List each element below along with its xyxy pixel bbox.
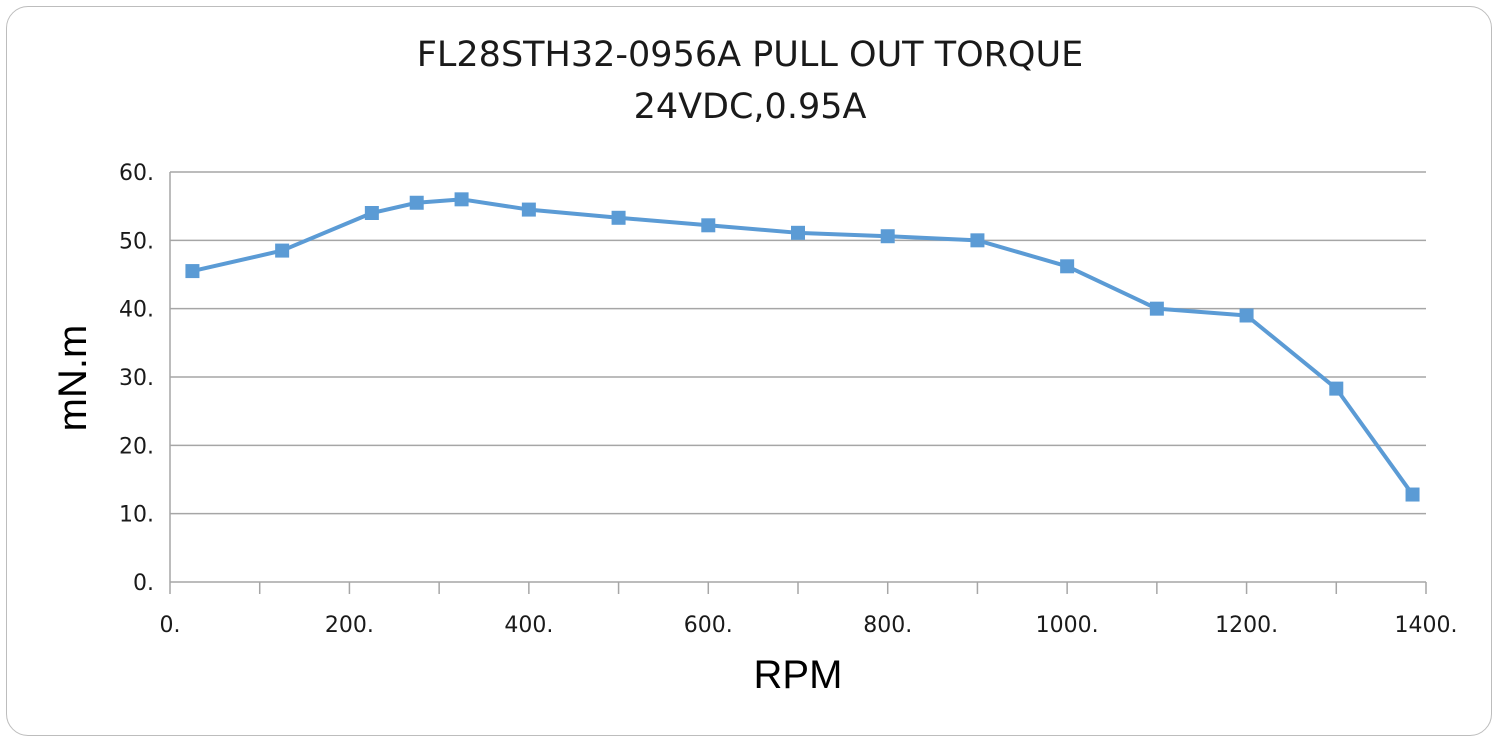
axes xyxy=(169,172,1427,594)
chart-subtitle: 24VDC,0.95A xyxy=(633,87,867,127)
data-point-marker xyxy=(970,233,985,248)
data-point-marker xyxy=(1060,259,1075,274)
chart-title: FL28STH32-0956A PULL OUT TORQUE xyxy=(416,35,1084,75)
data-point-marker xyxy=(409,195,424,210)
y-axis-title: mN.m xyxy=(51,325,95,432)
data-point-marker xyxy=(275,243,290,258)
y-tick-label: 10. xyxy=(119,503,154,528)
y-tick-label: 60. xyxy=(119,161,154,186)
x-tick-label: 200. xyxy=(325,613,374,638)
gridlines xyxy=(170,171,1426,515)
data-point-marker xyxy=(1149,301,1164,316)
x-axis-title: RPM xyxy=(754,653,843,697)
chart-frame xyxy=(6,6,1492,736)
y-tick-label: 50. xyxy=(119,229,154,254)
x-tick-label: 0. xyxy=(160,613,181,638)
data-point-marker xyxy=(521,202,536,217)
tick-labels: 0. 10. 20. 30. 40. 50. 60. 0. 200. 400. 600. 800. 10… xyxy=(119,161,1457,638)
x-tick-label: 1000. xyxy=(1036,613,1099,638)
y-tick-label: 0. xyxy=(133,571,154,596)
data-point-marker xyxy=(1329,381,1344,396)
x-tick-label: 1400. xyxy=(1395,613,1458,638)
data-point-marker xyxy=(1405,487,1420,502)
data-point-marker xyxy=(454,192,469,207)
x-tick-label: 400. xyxy=(504,613,553,638)
data-point-marker xyxy=(364,206,379,220)
data-point-marker xyxy=(880,229,895,244)
y-tick-label: 30. xyxy=(119,366,154,391)
data-point-marker xyxy=(611,210,626,225)
data-point-marker xyxy=(1239,308,1254,323)
y-tick-label: 20. xyxy=(119,434,154,459)
x-tick-label: 1200. xyxy=(1215,613,1278,638)
data-point-marker xyxy=(701,218,716,233)
y-tick-label: 40. xyxy=(119,298,154,323)
data-point-marker xyxy=(791,225,805,240)
x-tick-label: 800. xyxy=(863,613,912,638)
series-line xyxy=(191,197,1415,496)
x-tick-label: 600. xyxy=(684,613,733,638)
series-group xyxy=(185,192,1420,502)
data-point-marker xyxy=(185,264,200,279)
